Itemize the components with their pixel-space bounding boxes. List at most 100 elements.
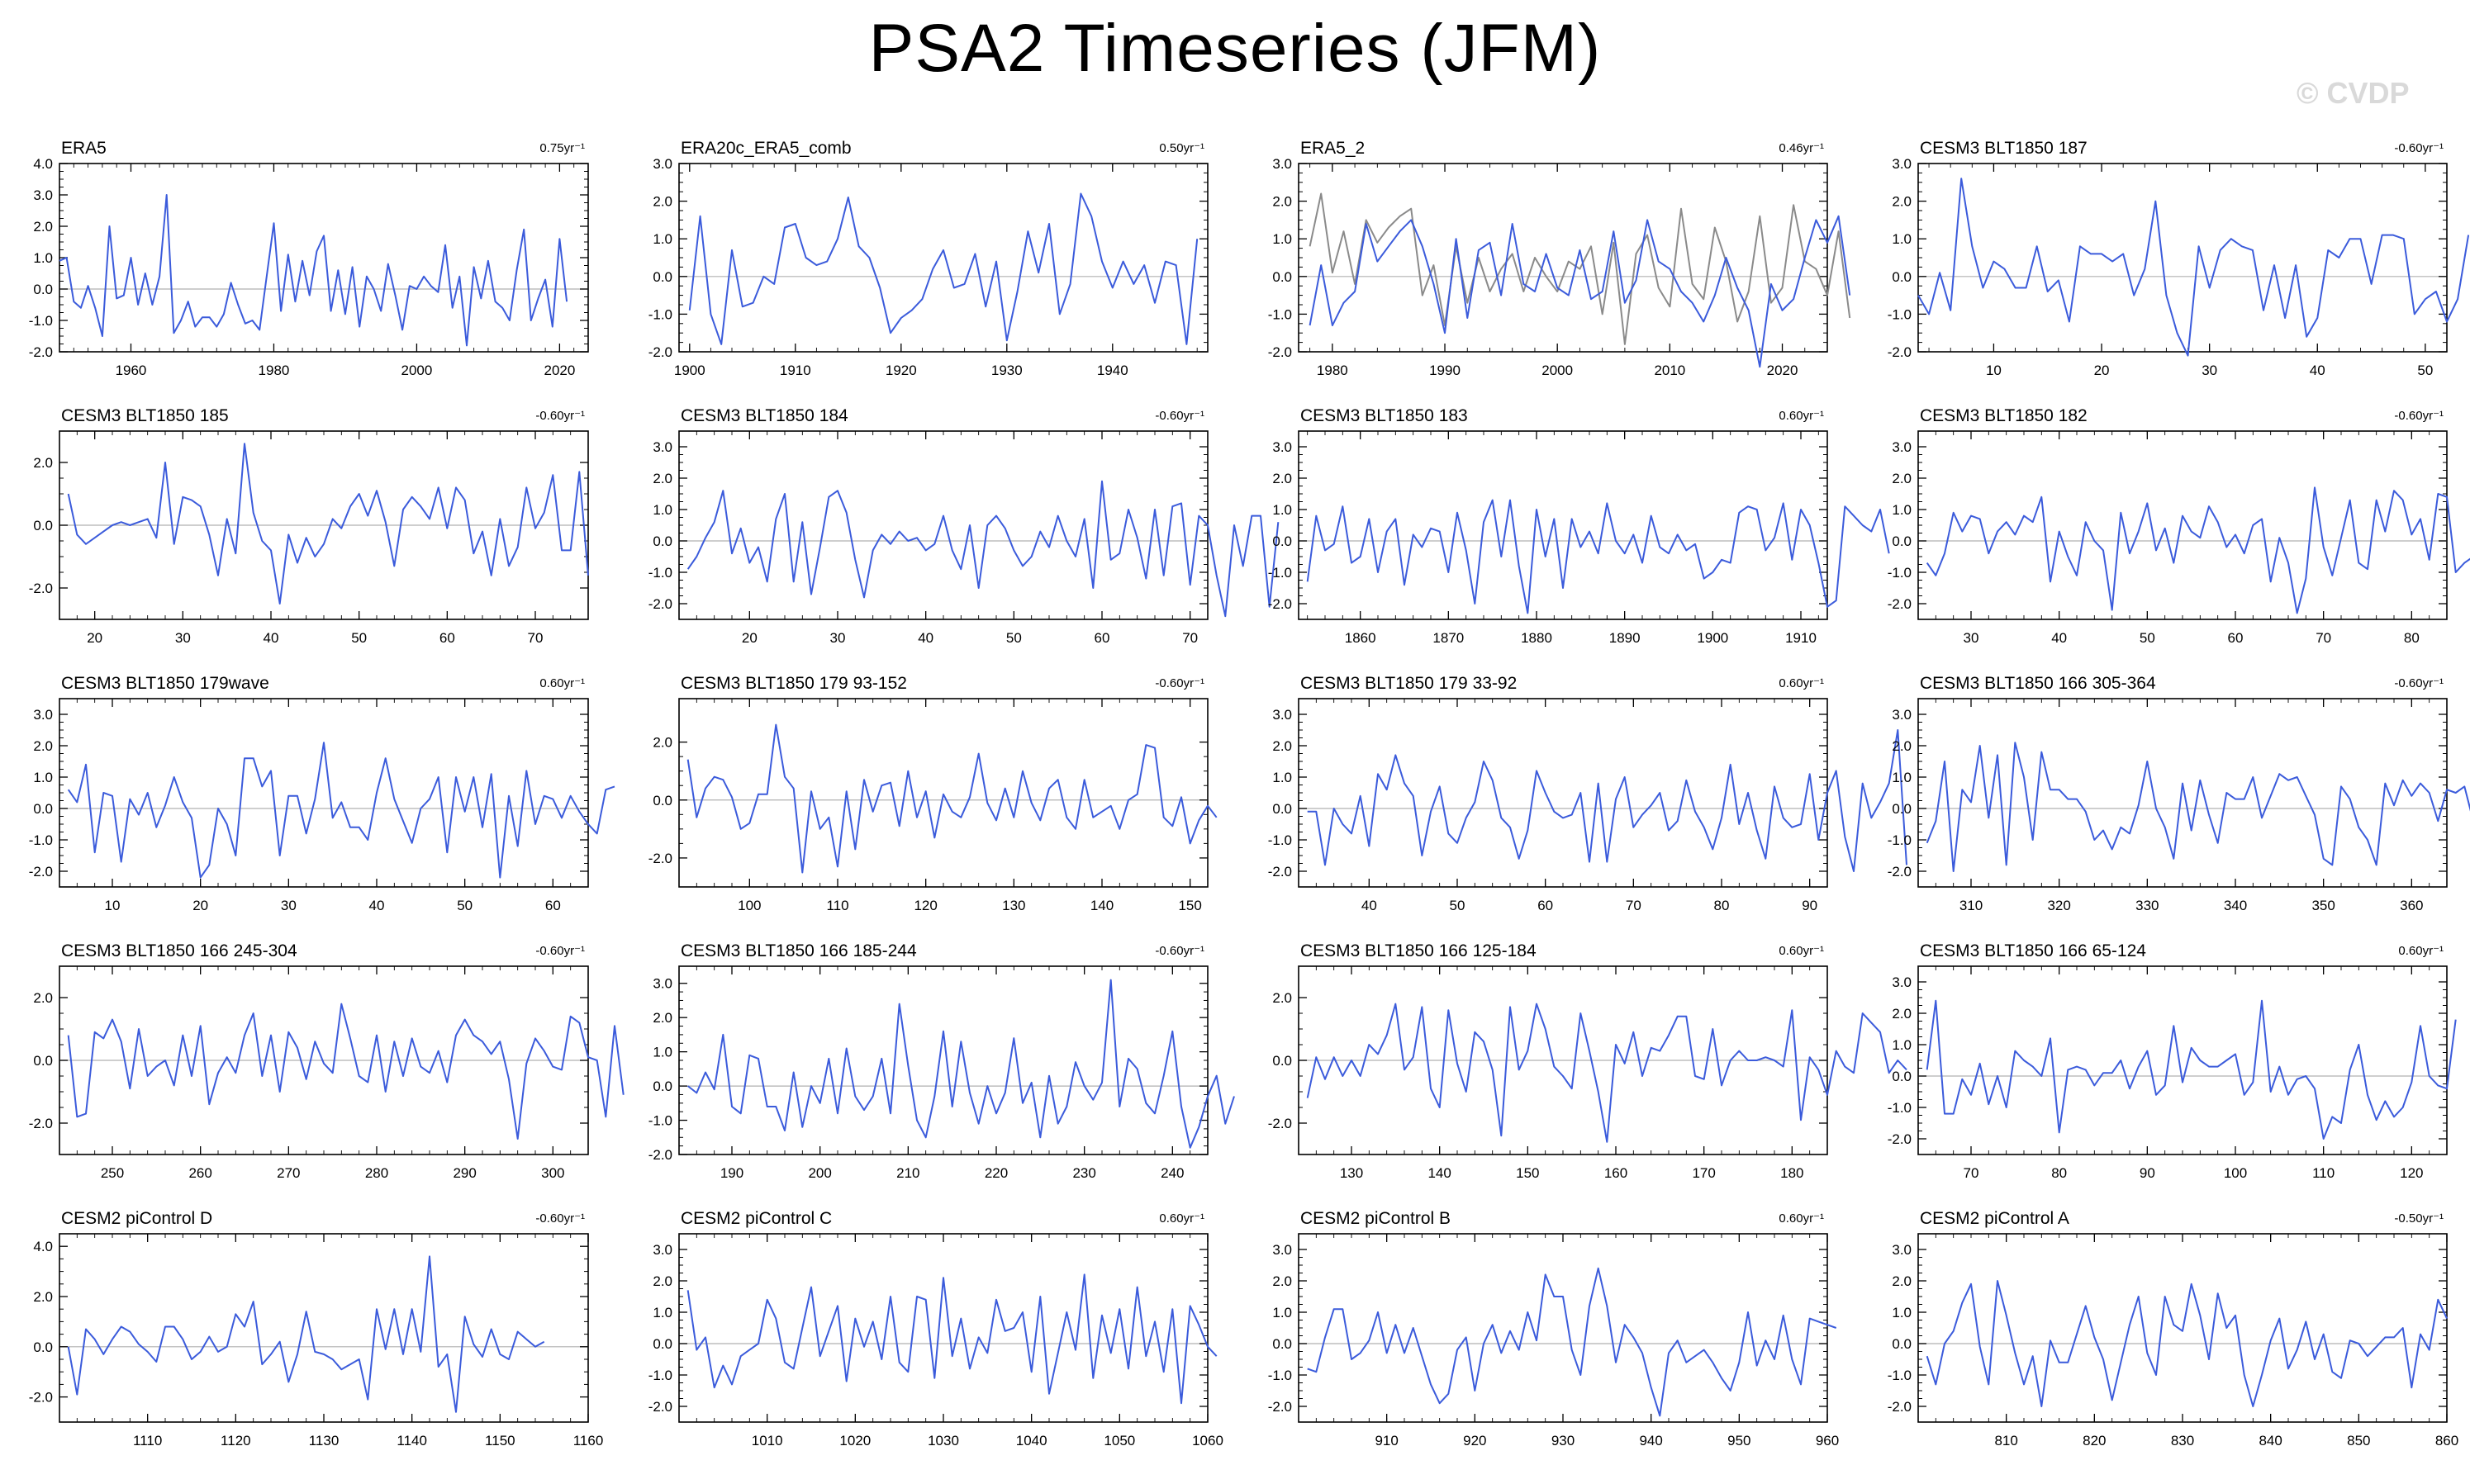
chart-panel: CESM2 piControl D -0.60yr⁻¹ 4.0 2.0 0.0 -2.0 1… [29,1209,604,1448]
y-tick-label: -2.0 [1888,596,1912,612]
x-tick-label: 10 [1986,363,2002,378]
y-tick-label: 2.0 [1272,194,1292,210]
x-tick-label: 2000 [1541,363,1573,378]
x-tick-label: 910 [1375,1433,1398,1448]
x-tick-label: 40 [918,630,933,646]
x-tick-label: 10 [105,898,121,913]
panel-title: CESM3 BLT1850 166 125-184 [1300,941,1537,960]
y-tick-label: 0.0 [33,1053,53,1069]
x-tick-label: 810 [1994,1433,2017,1448]
x-tick-label: 1140 [397,1433,427,1448]
x-tick-label: 60 [439,630,455,646]
panel-title: CESM2 piControl D [61,1209,212,1228]
y-tick-label: 3.0 [653,156,672,172]
y-tick-label: 0.0 [33,1339,53,1355]
x-tick-label: 360 [2400,898,2423,913]
series-line [1926,742,2470,872]
x-tick-label: 60 [2228,630,2244,646]
y-tick-label: -1.0 [1268,306,1292,322]
y-tick-label: 1.0 [1892,1305,1912,1320]
x-tick-label: 30 [2202,363,2217,378]
y-tick-label: 0.0 [1892,269,1912,285]
x-tick-label: 120 [2400,1165,2423,1181]
x-tick-label: 1030 [928,1433,959,1448]
panel-title: CESM3 BLT1850 166 65-124 [1920,941,2146,960]
y-tick-label: 2.0 [653,194,672,210]
x-tick-label: 300 [541,1165,564,1181]
y-tick-label: 3.0 [1272,156,1292,172]
panel-title: CESM3 BLT1850 166 305-364 [1920,674,2156,693]
y-tick-label: -2.0 [648,851,672,866]
y-tick-label: -2.0 [648,1147,672,1163]
x-tick-label: 50 [1450,898,1465,913]
x-tick-label: 80 [2051,1165,2067,1181]
x-tick-label: 70 [1964,1165,1979,1181]
x-tick-label: 170 [1692,1165,1715,1181]
x-tick-label: 50 [2417,363,2433,378]
x-tick-label: 950 [1727,1433,1750,1448]
x-tick-label: 70 [528,630,544,646]
series-line [1307,1267,1837,1417]
y-tick-label: 0.0 [33,518,53,533]
x-tick-label: 90 [2140,1165,2155,1181]
chart-panel: CESM3 BLT1850 166 125-184 0.60yr⁻¹ 2.0 0.0 -… [1268,941,1907,1181]
y-tick-label: 0.0 [1272,533,1292,549]
y-tick-label: 2.0 [653,735,672,751]
y-tick-label: 3.0 [653,976,672,992]
panel-title: CESM2 piControl B [1300,1209,1451,1228]
plot-frame [1298,430,1828,620]
y-tick-label: 1.0 [1892,770,1912,785]
y-tick-label: 0.0 [1892,533,1912,549]
x-tick-label: 1860 [1345,630,1376,646]
panel-title: ERA20c_ERA5_comb [681,139,852,158]
y-tick-label: -2.0 [29,864,53,879]
series-line [686,1273,1218,1405]
panel-title: CESM3 BLT1850 179 33-92 [1300,674,1517,693]
panel-title: CESM3 BLT1850 166 185-244 [681,941,917,960]
x-tick-label: 40 [2051,630,2067,646]
trend-label: 0.60yr⁻¹ [1779,409,1824,423]
y-tick-label: 3.0 [33,187,53,203]
x-tick-label: 1870 [1432,630,1464,646]
y-tick-label: 3.0 [1272,439,1292,455]
y-tick-label: 0.0 [33,282,53,297]
panel-title: CESM3 BLT1850 184 [681,406,848,425]
x-tick-label: 1150 [485,1433,515,1448]
chart-panel: CESM3 BLT1850 187 -0.60yr⁻¹ 3.0 2.0 1.0 0.0 -1… [1888,139,2470,378]
plot-frame [678,430,1209,620]
y-tick-label: 3.0 [1892,1242,1912,1258]
x-tick-label: 820 [2083,1433,2106,1448]
y-tick-label: 2.0 [1892,1273,1912,1289]
series-line [686,723,1218,874]
y-tick-label: 0.0 [653,269,672,285]
x-tick-label: 1130 [309,1433,340,1448]
y-tick-label: 0.0 [1892,1336,1912,1352]
x-tick-label: 110 [2312,1165,2335,1181]
y-tick-label: 2.0 [1272,471,1292,486]
y-tick-label: 2.0 [1892,471,1912,486]
x-tick-label: 1940 [1097,363,1128,378]
series-line [67,1255,545,1413]
panel-title: CESM3 BLT1850 179wave [61,674,269,693]
x-tick-label: 960 [1816,1433,1839,1448]
plot-frame [59,698,589,888]
series-line [1926,1280,2448,1407]
x-tick-label: 940 [1639,1433,1662,1448]
trend-label: -0.60yr⁻¹ [535,1211,585,1226]
x-tick-label: 340 [2224,898,2247,913]
x-tick-label: 80 [2404,630,2420,646]
x-tick-label: 1880 [1521,630,1552,646]
panel-title: ERA5 [61,139,107,158]
x-tick-label: 330 [2135,898,2159,913]
y-tick-label: -1.0 [29,313,53,329]
y-tick-label: -2.0 [1268,1399,1292,1415]
y-tick-label: 2.0 [1892,194,1912,210]
x-tick-label: 20 [192,898,208,913]
x-tick-label: 200 [808,1165,831,1181]
x-tick-label: 930 [1551,1433,1575,1448]
x-tick-label: 2020 [1767,363,1798,378]
chart-panel: CESM3 BLT1850 185 -0.60yr⁻¹ 2.0 0.0 -2.0 20 30… [29,406,589,646]
x-tick-label: 130 [1340,1165,1363,1181]
x-tick-label: 30 [830,630,846,646]
y-tick-label: 4.0 [33,156,53,172]
